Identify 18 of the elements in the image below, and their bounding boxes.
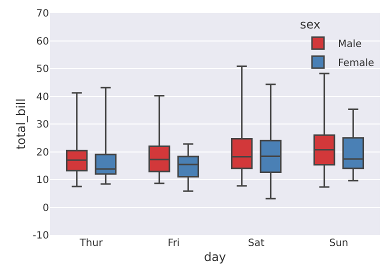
- y-tick-label: 10: [36, 175, 49, 186]
- legend-title: sex: [300, 18, 321, 32]
- y-tick-label: 20: [36, 147, 49, 158]
- y-tick-label: 0: [42, 202, 49, 214]
- y-tick-label: -10: [32, 230, 49, 242]
- x-axis-title: day: [204, 250, 226, 264]
- x-tick-label: Fri: [168, 238, 180, 249]
- y-tick-label: 60: [36, 36, 49, 48]
- legend-label: Male: [338, 39, 362, 50]
- legend-label: Female: [338, 58, 374, 69]
- y-axis-title: total_bill: [14, 98, 28, 150]
- x-tick-label: Sat: [248, 238, 265, 249]
- x-tick-label: Sun: [329, 238, 348, 249]
- y-tick-label: 40: [36, 92, 49, 103]
- y-tick-label: 50: [36, 64, 49, 75]
- x-tick-label: Thur: [78, 238, 104, 249]
- y-tick-label: 70: [36, 8, 49, 20]
- y-tick-label: 30: [36, 120, 49, 130]
